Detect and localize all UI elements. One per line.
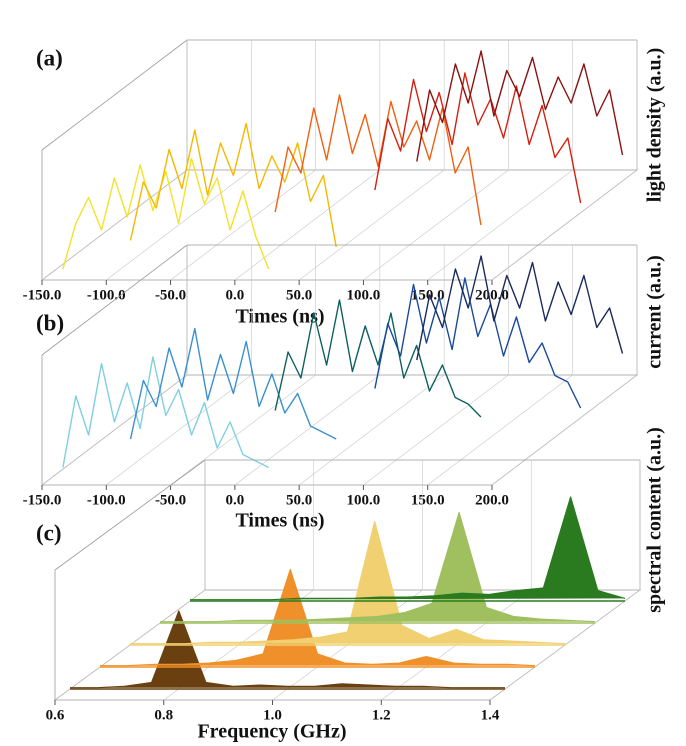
x-tick-label: 1.4 [481,707,500,723]
waveform [416,50,624,162]
x-tick-label: 200.0 [475,287,509,303]
z-axis-title: spectral content (a.u.) [644,427,666,613]
waveform [62,157,270,270]
waveform [416,255,624,361]
waveform [62,356,269,469]
grid-line [427,40,574,281]
x-tick-label: -150.0 [23,492,62,508]
grid-line [106,40,252,281]
spectrum [130,520,566,645]
panel-label: (c) [36,520,62,545]
grid-line [298,40,445,281]
grid-line [491,245,638,486]
spectrum [100,568,536,667]
x-tick-label: 0.0 [225,287,244,303]
grid-line [234,245,381,486]
waveform [129,122,337,248]
grid-line [491,40,638,281]
panel-label: (b) [36,310,64,335]
x-tick-label: 100.0 [347,287,381,303]
x-tick-label: 0.8 [154,707,173,723]
z-axis-title: light density (a.u.) [644,48,666,202]
waveform [374,72,582,204]
spectrum [160,511,596,623]
x-tick-label: 150.0 [411,287,445,303]
x-axis-title: Times (ns) [235,510,324,532]
x-tick-label: -50.0 [155,492,186,508]
waveform [129,327,337,440]
x-tick-label: -100.0 [87,287,126,303]
x-tick-label: 200.0 [475,492,509,508]
grid-line [170,40,316,281]
x-tick-label: 100.0 [347,492,381,508]
grid-line [363,40,509,281]
x-tick-label: 1.2 [372,707,391,723]
x-tick-label: 1.0 [263,707,282,723]
axis-frame [40,39,639,281]
grid-line [106,245,252,486]
grid-line [298,245,445,486]
x-axis-title: Frequency (GHz) [197,721,346,743]
spectrum [190,496,626,601]
grid-line [170,245,316,486]
z-axis-title: current (a.u.) [644,255,666,369]
x-tick-label: 50.0 [286,492,312,508]
x-tick-label: -100.0 [87,492,126,508]
spectrum [70,610,505,689]
axis-frame [40,244,639,486]
waveform [274,94,482,226]
waveform [374,277,582,409]
grid-line [363,245,509,486]
waveform [274,299,482,418]
x-axis-title: Times (ns) [235,306,324,328]
x-tick-label: -50.0 [155,287,186,303]
x-tick-label: 50.0 [286,287,312,303]
x-tick-label: -150.0 [23,287,62,303]
panel-label: (a) [36,45,63,70]
x-tick-label: 0.0 [225,492,244,508]
grid-line [234,40,381,281]
grid-line [41,245,188,486]
x-tick-label: 150.0 [411,492,445,508]
grid-line [41,40,188,281]
x-tick-label: 0.6 [46,707,65,723]
